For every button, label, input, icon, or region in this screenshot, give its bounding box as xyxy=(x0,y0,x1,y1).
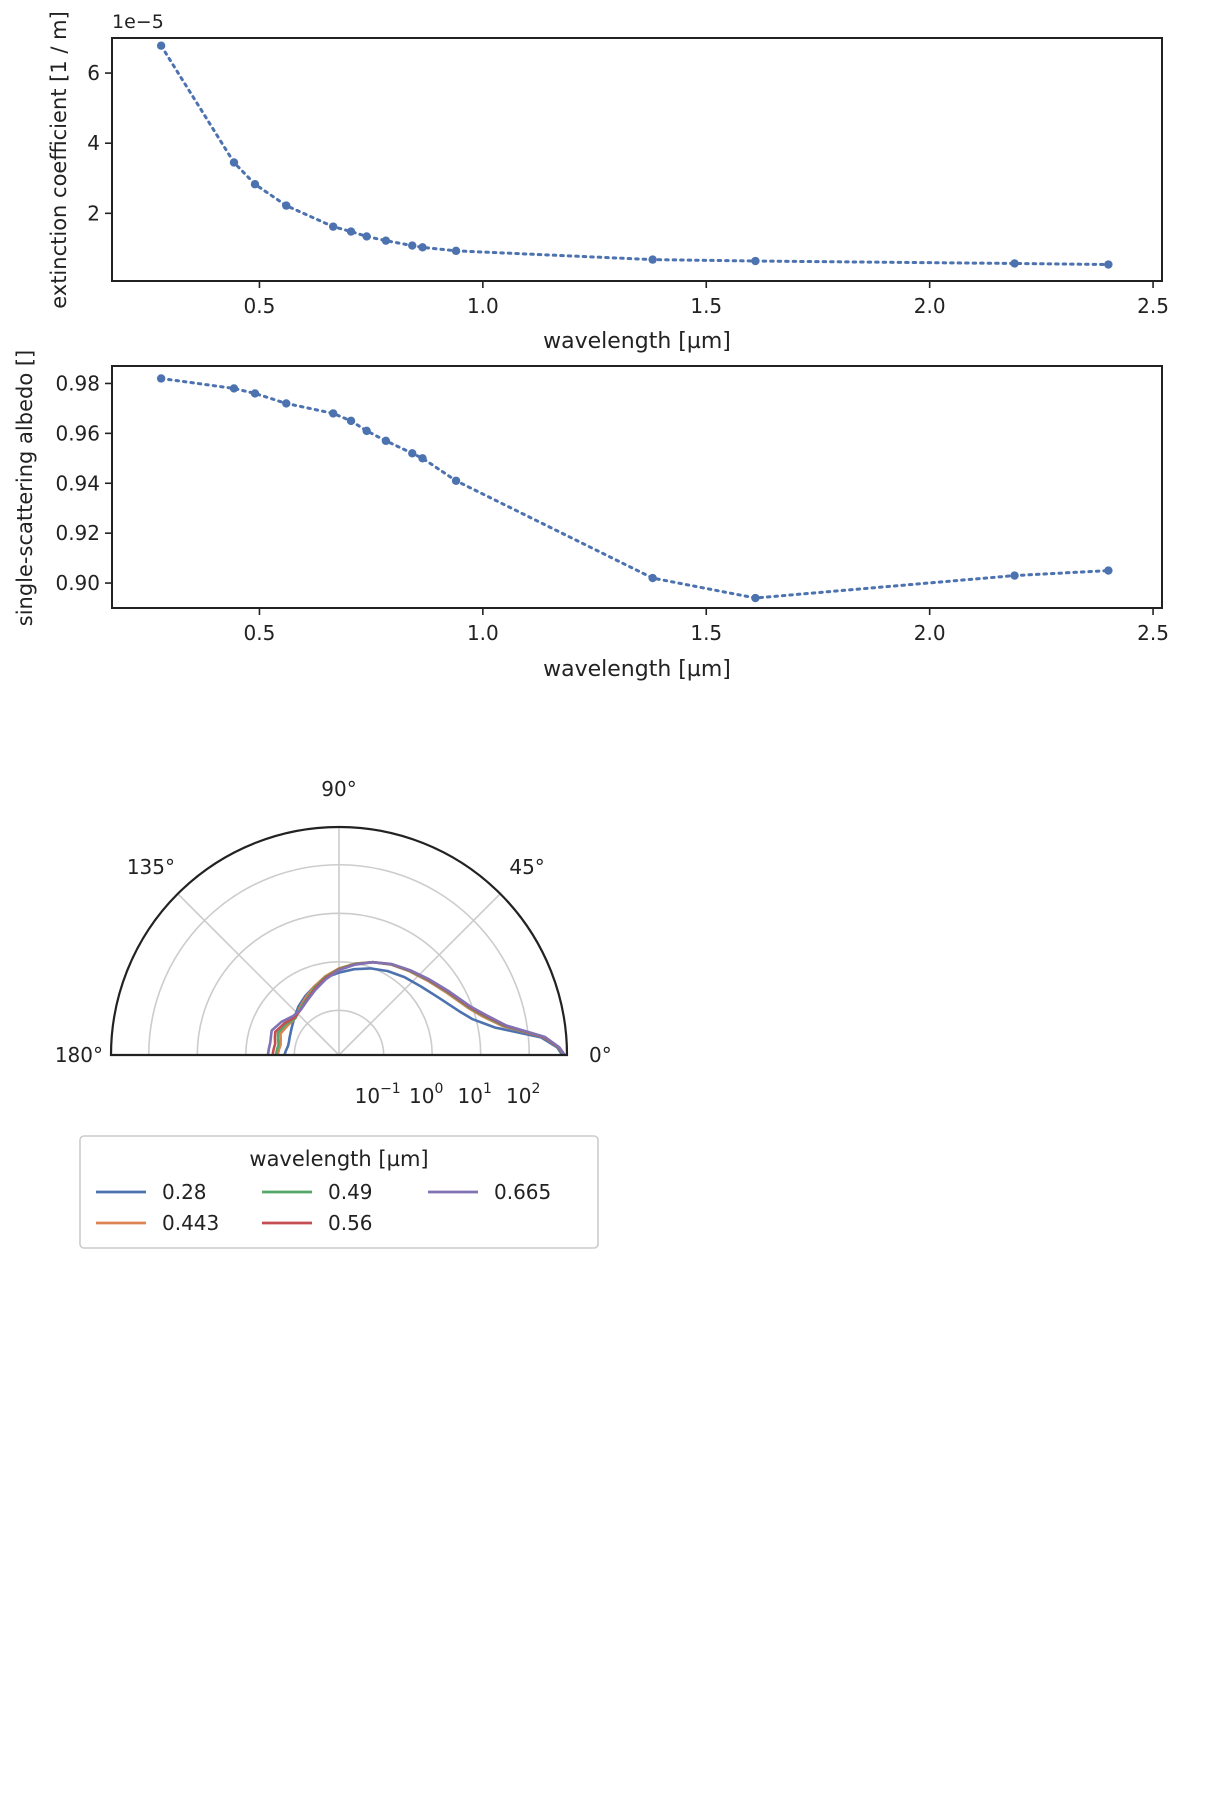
extinction-series-line xyxy=(159,44,1110,267)
extinction-chart: 0.5 1.0 1.5 2.0 2.5 2 4 6 1e−5 wavelength [µm]… xyxy=(47,11,1169,354)
radial-tick-base: 10 xyxy=(458,1084,483,1108)
radial-tick-base: 10 xyxy=(409,1084,434,1108)
data-point xyxy=(751,256,760,266)
data-point xyxy=(751,593,760,603)
phase-function-polar-3: 0°45°90°135°180°10−1 100 101 102wavelength … xyxy=(55,777,612,1249)
data-point xyxy=(648,255,657,264)
extinction-y-ticks: 2 4 6 xyxy=(87,61,112,225)
legend-entry-label: 0.665 xyxy=(494,1180,551,1204)
y-tick-label: 6 xyxy=(87,61,100,85)
radial-tick-base: 10 xyxy=(506,1084,531,1108)
data-point xyxy=(648,573,657,583)
y-tick-label: 0.90 xyxy=(55,571,100,595)
data-point xyxy=(362,426,371,436)
data-point xyxy=(346,416,356,426)
x-tick-label: 2.5 xyxy=(1137,294,1169,318)
y-tick-label: 4 xyxy=(87,131,100,155)
phase-function-curve-0.665 xyxy=(266,960,566,1056)
albedo-x-axis-label: wavelength [µm] xyxy=(543,657,731,682)
albedo-x-ticks: 0.5 1.0 1.5 2.0 2.5 xyxy=(244,608,1169,645)
data-point xyxy=(418,243,427,252)
x-tick-label: 1.5 xyxy=(690,294,722,318)
legend-box xyxy=(79,1135,599,1249)
angular-grid-line xyxy=(177,893,340,1056)
x-tick-label: 1.5 xyxy=(690,621,722,645)
legend-entry-label: 0.49 xyxy=(328,1180,373,1204)
angle-tick-label: 0° xyxy=(589,1043,612,1067)
data-point xyxy=(282,399,291,408)
data-point xyxy=(408,241,417,250)
y-tick-label: 0.94 xyxy=(55,471,100,495)
data-point xyxy=(346,227,356,236)
data-point xyxy=(1104,260,1113,269)
x-tick-label: 2.5 xyxy=(1137,621,1169,645)
radial-tick-label: 102 xyxy=(506,1081,540,1108)
angle-tick-label: 180° xyxy=(55,1043,103,1067)
radial-tick-base: 10 xyxy=(355,1084,380,1108)
data-point xyxy=(381,236,391,245)
data-point xyxy=(156,41,166,50)
data-point xyxy=(1104,566,1113,575)
x-tick-label: 1.0 xyxy=(467,294,499,318)
data-point xyxy=(229,384,239,393)
legend-title: wavelength [µm] xyxy=(249,1147,428,1171)
angle-tick-label: 135° xyxy=(127,855,175,879)
data-point xyxy=(1010,571,1019,580)
data-point xyxy=(328,222,338,231)
x-tick-label: 2.0 xyxy=(914,294,946,318)
legend-entry-label: 0.56 xyxy=(328,1211,373,1235)
extinction-x-axis-label: wavelength [µm] xyxy=(543,329,731,354)
angle-tick-label: 45° xyxy=(509,855,544,879)
x-tick-label: 0.5 xyxy=(244,294,276,318)
data-point xyxy=(229,158,239,167)
albedo-data-points xyxy=(156,374,1113,603)
radial-tick-exponent: 2 xyxy=(532,1081,541,1097)
data-point xyxy=(156,374,166,383)
data-point xyxy=(362,232,371,241)
legend-entry-label: 0.443 xyxy=(162,1211,219,1235)
data-point xyxy=(418,454,427,463)
data-point xyxy=(408,449,417,458)
albedo-chart: 0.5 1.0 1.5 2.0 2.5 0.90 0.92 0.94 0.96 0.98 wav… xyxy=(13,350,1169,682)
y-tick-label: 0.96 xyxy=(55,421,100,445)
angle-tick-label: 90° xyxy=(321,777,356,801)
data-point xyxy=(1010,259,1019,268)
radial-tick-label: 101 xyxy=(458,1081,492,1108)
y-tick-label: 0.98 xyxy=(55,371,100,395)
data-point xyxy=(282,201,291,210)
radial-tick-exponent: −1 xyxy=(380,1081,401,1097)
data-point xyxy=(250,389,260,398)
legend-entry-label: 0.28 xyxy=(162,1180,207,1204)
radial-tick-label: 100 xyxy=(409,1081,443,1108)
radial-tick-exponent: 1 xyxy=(483,1081,492,1097)
albedo-y-axis-label: single-scattering albedo [] xyxy=(13,350,37,626)
y-tick-label: 2 xyxy=(87,201,100,225)
data-point xyxy=(328,409,338,418)
x-tick-label: 0.5 xyxy=(244,621,276,645)
x-tick-label: 2.0 xyxy=(914,621,946,645)
extinction-y-offset-label: 1e−5 xyxy=(112,11,164,33)
albedo-y-ticks: 0.90 0.92 0.94 0.96 0.98 xyxy=(55,371,112,595)
radial-tick-label: 10−1 xyxy=(355,1081,401,1108)
x-tick-label: 1.0 xyxy=(467,621,499,645)
data-point xyxy=(381,436,391,446)
extinction-y-axis-label: extinction coefficient [1 / m] xyxy=(47,11,71,309)
data-point xyxy=(451,246,461,256)
data-point xyxy=(250,180,260,189)
radial-tick-exponent: 0 xyxy=(434,1081,443,1097)
data-point xyxy=(451,476,461,485)
extinction-plot-frame xyxy=(111,37,1163,282)
y-tick-label: 0.92 xyxy=(55,521,100,545)
phase-function-curve-0.28 xyxy=(283,967,564,1056)
polar-frame xyxy=(109,825,569,1057)
extinction-x-ticks: 0.5 1.0 1.5 2.0 2.5 xyxy=(244,281,1169,318)
extinction-data-points xyxy=(156,41,1113,269)
